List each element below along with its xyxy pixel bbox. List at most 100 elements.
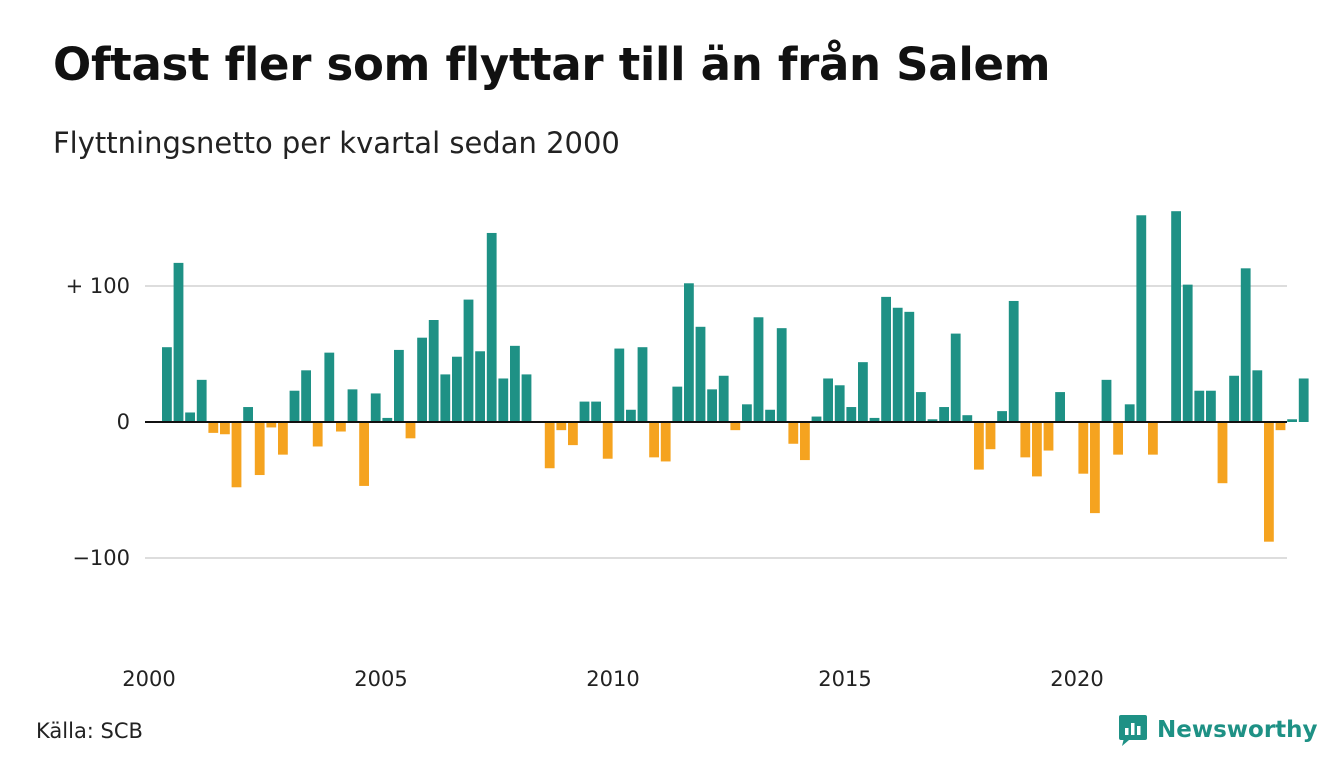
newsworthy-wordmark: Newsworthy (1157, 717, 1318, 743)
bar (289, 390, 300, 422)
bar (463, 299, 474, 422)
bar (1275, 422, 1286, 431)
grid-lines (145, 285, 1287, 559)
bar (904, 311, 915, 422)
bar (591, 401, 601, 422)
bar (208, 422, 219, 433)
bar (254, 422, 265, 476)
bar (649, 422, 659, 458)
bar (556, 422, 567, 431)
bar (1217, 422, 1228, 484)
y-tick-label: + 100 (66, 274, 130, 298)
bar (892, 307, 903, 422)
bar (765, 409, 775, 422)
bar (602, 422, 613, 459)
bar (324, 352, 335, 422)
x-tick-label: 2005 (354, 667, 407, 691)
x-tick-label: 2010 (586, 667, 639, 691)
bar (359, 422, 369, 486)
bar (985, 422, 996, 450)
bar (579, 401, 590, 422)
x-tick-label: 2000 (122, 667, 175, 691)
bar (974, 422, 984, 470)
bars (162, 211, 1309, 542)
bar (846, 407, 857, 422)
bar (672, 386, 683, 422)
bar (220, 422, 230, 435)
bar (301, 370, 311, 422)
bar (927, 419, 938, 422)
bar (950, 333, 961, 422)
bar (452, 356, 462, 422)
bar (173, 262, 184, 422)
newsworthy-logo-icon (1119, 715, 1147, 746)
bar (1229, 375, 1239, 422)
bar (1287, 419, 1297, 422)
bar (811, 416, 822, 422)
bar (753, 317, 764, 422)
bar (347, 389, 358, 422)
newsworthy-logo: Newsworthy (1118, 712, 1318, 748)
bar (266, 422, 277, 428)
bar (498, 378, 509, 422)
bar (370, 393, 381, 422)
x-axis-labels: 2000 2005 2010 2015 2020 (122, 667, 1103, 691)
y-tick-label: −100 (72, 546, 130, 570)
bar (614, 348, 625, 422)
y-tick-label: 0 (117, 410, 130, 434)
bar (185, 412, 195, 422)
bar (231, 422, 242, 488)
bar (440, 374, 451, 422)
bar (776, 328, 787, 422)
bar (997, 411, 1007, 422)
bar (1078, 422, 1089, 474)
bar (1124, 404, 1135, 422)
bar (1182, 284, 1193, 422)
bar (196, 379, 207, 422)
bar (637, 347, 648, 422)
bar (742, 404, 752, 422)
bar (278, 422, 288, 455)
chart-subtitle: Flyttningsnetto per kvartal sedan 2000 (53, 126, 620, 160)
source-label: Källa: SCB (36, 719, 143, 743)
y-axis-labels: + 100 0 −100 (66, 274, 130, 570)
bar (823, 378, 833, 422)
bar (730, 422, 741, 431)
bar (684, 283, 694, 422)
x-tick-label: 2020 (1050, 667, 1103, 691)
bar (1101, 379, 1112, 422)
bar-chart: + 100 0 −100 2000 2005 2010 2015 2020 (66, 211, 1309, 691)
bar (382, 417, 393, 422)
bar (626, 409, 636, 422)
chart-title: Oftast fler som flyttar till än från Sal… (53, 38, 1051, 91)
bar (405, 422, 416, 439)
bar (510, 345, 520, 422)
bar (1264, 422, 1274, 542)
bar (660, 422, 671, 462)
bar (1090, 422, 1100, 514)
bar (1043, 422, 1054, 451)
bar (858, 362, 868, 422)
bar (707, 389, 717, 422)
bar (788, 422, 799, 444)
bar (1032, 422, 1042, 477)
bar (1148, 422, 1158, 455)
bar (800, 422, 810, 461)
bar (1008, 300, 1019, 422)
bar (162, 347, 172, 422)
x-tick-label: 2015 (818, 667, 871, 691)
bar (695, 326, 706, 422)
bar (1020, 422, 1031, 458)
bar (939, 407, 949, 422)
bar (1113, 422, 1123, 455)
bar (1240, 268, 1251, 422)
bar (916, 392, 926, 422)
bar (428, 320, 439, 422)
bar (544, 422, 555, 469)
bar (1136, 215, 1147, 422)
bar (336, 422, 346, 432)
bar (718, 375, 729, 422)
bar (521, 374, 532, 422)
bar (1055, 392, 1065, 422)
bar (1252, 370, 1263, 422)
